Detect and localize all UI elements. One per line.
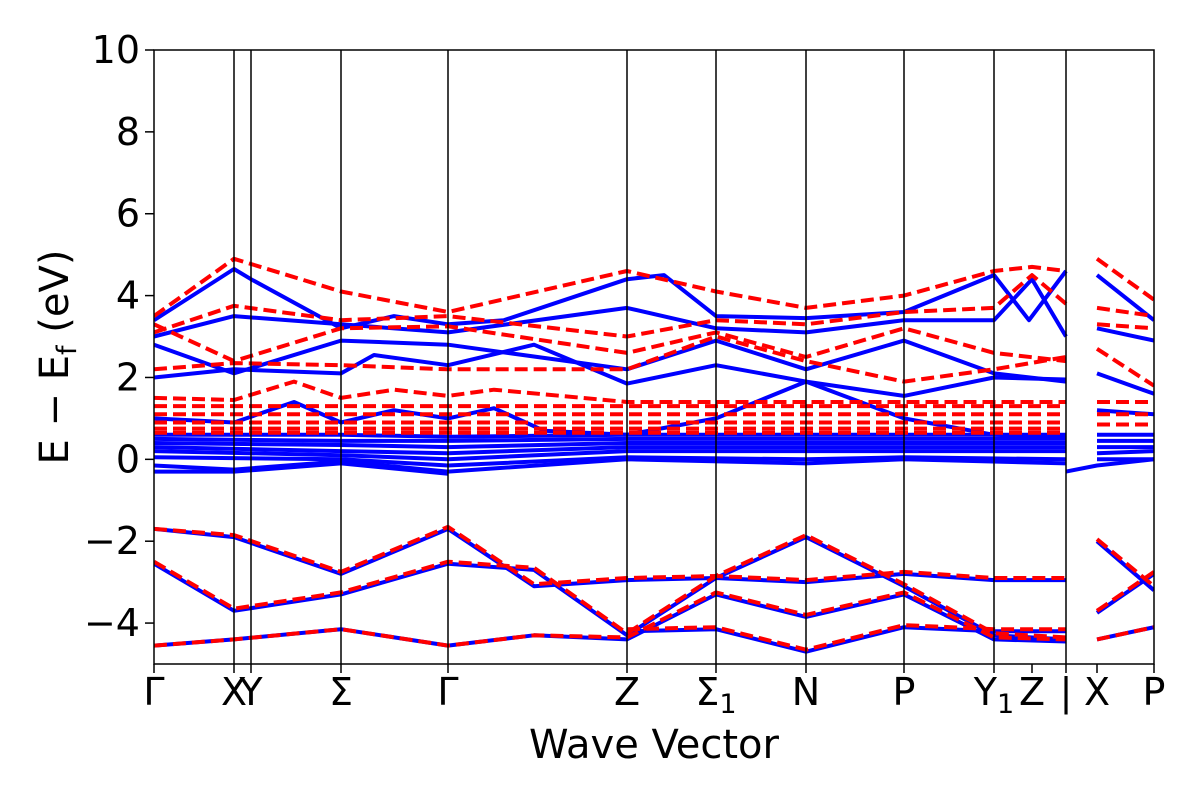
x-tick-label: N <box>792 670 820 714</box>
band-line-up-22 <box>1065 457 1154 474</box>
band-line-up-6 <box>1096 371 1154 396</box>
band-line-down-30 <box>154 256 1067 318</box>
band-line-down-33 <box>1096 305 1154 319</box>
x-tick-label: Σ <box>329 670 353 714</box>
band-line-up-7 <box>154 379 1067 439</box>
y-tick-label: 4 <box>116 274 140 318</box>
band-line-up-10 <box>154 436 1066 443</box>
x-tick-label: Γ <box>143 670 164 714</box>
x-tick-label: Y1 <box>973 670 1014 720</box>
y-tick-label: 2 <box>116 355 140 399</box>
x-tick-label: P <box>893 670 916 714</box>
plot-frame <box>153 49 1155 665</box>
band-line-down-32 <box>154 273 1068 339</box>
y-axis-ticks: −4 −2 0 2 4 6 8 10 <box>84 28 154 645</box>
band-line-up-16 <box>154 461 449 476</box>
band-line-up-5 <box>154 342 1067 398</box>
x-tick-label: P <box>1143 670 1166 714</box>
band-line-down-36 <box>154 334 1067 384</box>
band-line-down-38 <box>154 379 1066 404</box>
y-tick-label: 10 <box>92 28 140 72</box>
band-line-up-2 <box>1095 273 1154 322</box>
band-line-up-9 <box>154 432 1066 439</box>
x-tick-label: Z <box>614 670 640 714</box>
x-tick-label: Y <box>238 670 263 714</box>
x-tick-label: X <box>1084 670 1110 714</box>
x-tick-label: | <box>1060 670 1073 715</box>
band-line-down-48 <box>154 533 1067 640</box>
y-tick-label: 8 <box>116 110 140 154</box>
x-axis-title: Wave Vector <box>529 722 780 768</box>
band-line-down-53 <box>1096 625 1154 642</box>
y-tick-label: 0 <box>116 437 140 481</box>
x-tick-label: Σ1 <box>695 670 736 720</box>
band-line-down-47 <box>154 524 1066 587</box>
band-line-down-31 <box>1095 257 1154 302</box>
high-symmetry-lines <box>233 50 1067 664</box>
y-tick-label: −2 <box>84 519 140 563</box>
band-line-down-35 <box>1096 322 1154 331</box>
y-axis-title: E − Ef (eV) <box>32 250 83 465</box>
band-line-up-24 <box>154 535 1067 642</box>
band-line-up-4 <box>1096 326 1154 343</box>
x-tick-label: X <box>221 670 247 714</box>
y-tick-label: −4 <box>84 601 140 645</box>
band-line-down-34 <box>154 322 1067 364</box>
band-line-up-23 <box>154 526 1066 589</box>
band-lines <box>154 256 1154 654</box>
band-line-down-50 <box>626 623 1066 652</box>
x-tick-label: Γ <box>437 670 458 714</box>
y-tick-label: 6 <box>116 192 140 236</box>
x-axis-ticks: Γ XY Σ Γ Z Σ1 N P Y1 Z | X P <box>143 664 1165 720</box>
band-line-down-52 <box>1095 570 1154 613</box>
band-line-down-37 <box>1095 347 1154 388</box>
x-tick-label: Z <box>1019 670 1045 714</box>
band-line-up-20 <box>1096 449 1154 456</box>
